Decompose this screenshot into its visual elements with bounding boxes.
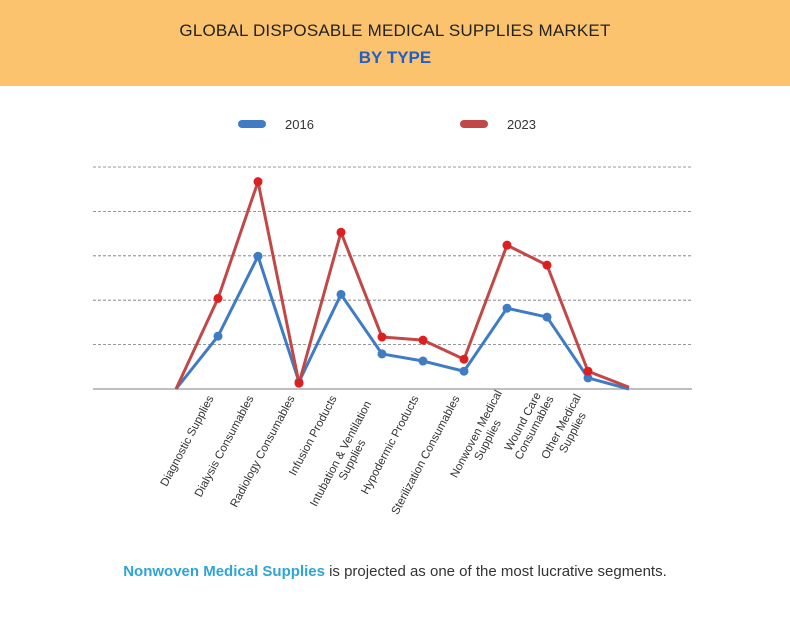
- data-point-2016: [459, 366, 469, 376]
- series-line-2016: [174, 254, 630, 391]
- footer-highlight: Nonwoven Medical Supplies: [123, 563, 325, 580]
- chart-subtitle: BY TYPE: [358, 48, 432, 67]
- data-point-2023: [213, 293, 223, 303]
- footer-note: Nonwoven Medical Supplies is projected a…: [0, 563, 790, 580]
- data-point-2023: [336, 227, 346, 237]
- data-point-2023: [418, 335, 428, 345]
- data-point-2023: [583, 366, 593, 376]
- data-point-2023: [253, 177, 263, 187]
- data-point-2016: [253, 251, 263, 261]
- data-point-2016: [336, 289, 346, 299]
- series-line-2023: [174, 180, 630, 390]
- data-point-2023: [502, 240, 512, 250]
- chart-title: GLOBAL DISPOSABLE MEDICAL SUPPLIES MARKE…: [179, 21, 611, 40]
- data-point-2023: [459, 354, 469, 364]
- data-point-2016: [213, 331, 223, 341]
- data-point-2023: [294, 378, 304, 388]
- data-point-2016: [542, 312, 552, 322]
- header: GLOBAL DISPOSABLE MEDICAL SUPPLIES MARKE…: [0, 0, 790, 86]
- legend-label-2016: 2016: [285, 117, 314, 132]
- data-point-2016: [583, 373, 593, 383]
- footer-text: is projected as one of the most lucrativ…: [324, 563, 667, 580]
- data-point-2023: [377, 332, 387, 342]
- data-point-2023: [542, 260, 552, 270]
- data-point-2016: [377, 349, 387, 359]
- legend-label-2023: 2023: [507, 117, 536, 132]
- data-point-2016: [502, 303, 512, 313]
- data-point-2016: [418, 356, 428, 366]
